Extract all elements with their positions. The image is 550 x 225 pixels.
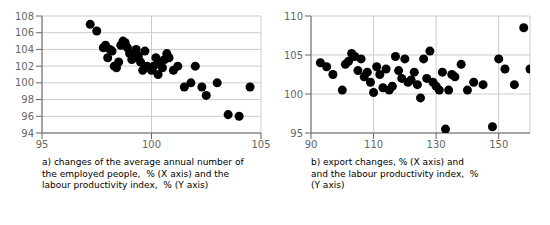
svg-text:95: 95 [36,139,49,150]
svg-text:110: 110 [364,139,383,150]
svg-text:95: 95 [290,128,303,139]
html-text:b) export changes, % (X axis): b) export changes, % (X axis) and [311,157,464,167]
svg-text:94: 94 [21,128,34,139]
svg-text:110: 110 [284,11,303,22]
html-text:and the labour productivity in: and the labour productivity index, % [311,168,479,179]
html-text:the employed people, % (X axis: the employed people, % (X axis) and the [42,168,230,179]
svg-text:100: 100 [142,139,161,150]
svg-text:96: 96 [21,111,34,122]
svg-text:98: 98 [21,94,34,105]
html-text:labour productivity index, % (: labour productivity index, % (Y axis) [42,180,209,191]
svg-text:150: 150 [489,139,508,150]
html-text:(Y axis): (Y axis) [311,180,345,191]
svg-text:100: 100 [15,77,34,88]
svg-text:105: 105 [251,139,270,150]
svg-text:100: 100 [284,89,303,100]
svg-text:104: 104 [15,44,34,55]
svg-text:106: 106 [15,27,34,38]
svg-text:130: 130 [427,139,446,150]
svg-text:105: 105 [284,50,303,61]
svg-text:90: 90 [305,139,318,150]
html-text:a) changes of the average annu: a) changes of the average annual number … [42,157,244,167]
svg-text:108: 108 [15,11,34,22]
svg-text:102: 102 [15,61,34,72]
